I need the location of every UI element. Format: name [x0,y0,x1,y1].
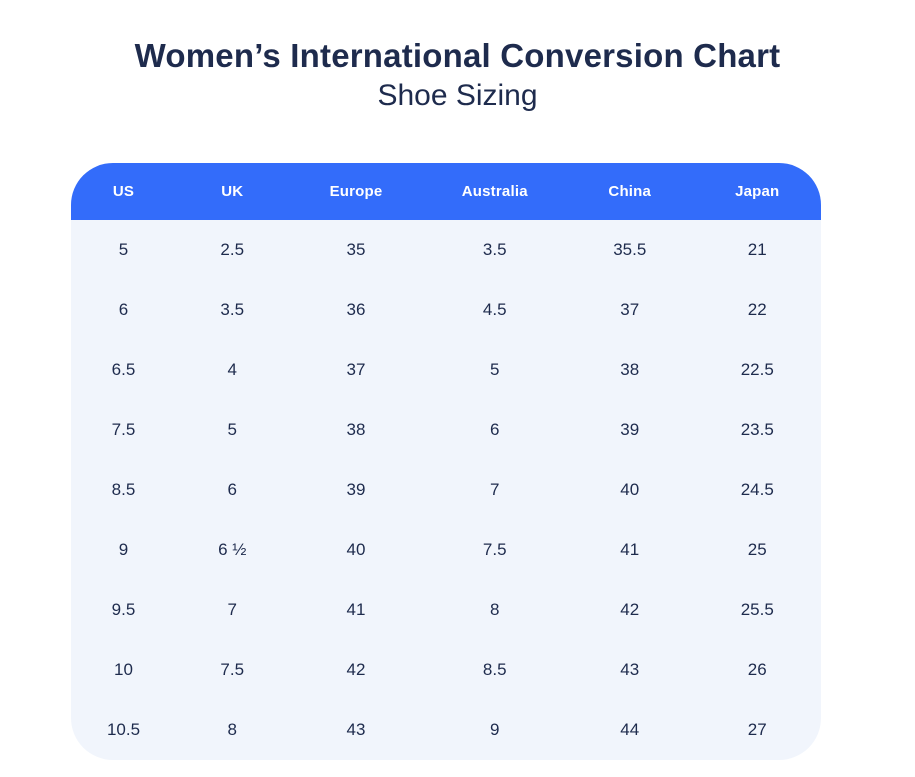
table-cell: 37 [346,360,366,380]
table-row: 7.5 5 38 6 39 23.5 [71,400,821,460]
table-cell: 40 [346,540,366,560]
table-cell: 5 [118,240,129,260]
table-row: 10 7.5 42 8.5 43 26 [71,640,821,700]
column-header-europe: Europe [329,183,383,201]
table-cell: 6 [490,420,500,440]
table-cell: 22.5 [740,360,774,380]
table-cell: 6.5 [111,360,136,380]
page-title: Women’s International Conversion Chart [134,37,781,74]
table-cell: 7 [490,480,500,500]
conversion-table: US UK Europe Australia China Japan 5 2.5 35 3.5 3… [71,163,821,761]
table-row: 10.5 8 43 9 44 27 [71,700,821,760]
table-cell: 39 [620,420,640,440]
table-cell: 21 [747,240,767,260]
table-cell: 9.5 [111,600,136,620]
table-cell: 4 [227,360,237,380]
table-cell: 44 [620,720,640,740]
page-subtitle: Shoe Sizing [377,78,538,112]
table-cell: 2.5 [220,240,245,260]
table-cell: 39 [346,480,366,500]
table-cell: 25.5 [740,600,774,620]
table-cell: 24.5 [740,480,774,500]
table-cell: 42 [620,600,640,620]
table-cell: 7.5 [220,660,245,680]
table-cell: 26 [747,660,767,680]
table-cell: 9 [490,720,500,740]
table-row: 9.5 7 41 8 42 25.5 [71,580,821,640]
table-cell: 41 [620,540,640,560]
table-cell: 6 [227,480,237,500]
table-cell: 36 [346,300,366,320]
table-row: 6 3.5 36 4.5 37 22 [71,280,821,340]
table-body: 5 2.5 35 3.5 35.5 21 6 3.5 36 4.5 37 22 6.5 4 37 5 38 22.… [71,220,821,760]
table-cell: 5 [227,420,237,440]
column-header-australia: Australia [461,183,528,201]
column-header-uk: UK [221,183,244,201]
table-cell: 10.5 [106,720,141,740]
column-header-us: US [112,183,135,201]
table-cell: 8 [227,720,237,740]
table-cell: 8.5 [111,480,136,500]
table-cell: 40 [620,480,640,500]
table-header: US UK Europe Australia China Japan [71,163,821,221]
table-header-row: US UK Europe Australia China Japan [71,163,821,221]
table-cell: 7 [227,600,237,620]
table-cell: 43 [346,720,366,740]
table-cell: 25 [747,540,767,560]
table-row: 6.5 4 37 5 38 22.5 [71,340,821,400]
table-cell: 27 [747,720,767,740]
table-cell: 38 [620,360,640,380]
table-cell: 6 ½ [218,540,247,560]
table-cell: 22 [747,300,767,320]
column-header-japan: Japan [735,183,780,201]
table-cell: 37 [620,300,640,320]
table-cell: 38 [346,420,366,440]
table-cell: 4.5 [482,300,507,320]
table-cell: 5 [490,360,500,380]
table-cell: 35.5 [613,240,647,260]
table-row: 8.5 6 39 7 40 24.5 [71,460,821,520]
table-cell: 35 [346,240,366,260]
table-cell: 6 [118,300,129,320]
table-cell: 3.5 [220,300,245,320]
table-cell: 42 [346,660,366,680]
table-cell: 23.5 [740,420,774,440]
column-header-china: China [608,183,652,201]
table-row: 9 6 ½ 40 7.5 41 25 [71,520,821,580]
table-cell: 3.5 [482,240,507,260]
table-cell: 41 [346,600,366,620]
table-cell: 8 [490,600,500,620]
table-cell: 7.5 [482,540,507,560]
table-cell: 43 [620,660,640,680]
shoe-size-table: US UK Europe Australia China Japan 5 2.5 35 3.5 3… [71,163,821,760]
table-row: 5 2.5 35 3.5 35.5 21 [71,220,821,280]
table-cell: 7.5 [111,420,136,440]
table-cell: 10 [114,660,133,680]
table-cell: 8.5 [482,660,507,680]
table-cell: 9 [118,540,129,560]
